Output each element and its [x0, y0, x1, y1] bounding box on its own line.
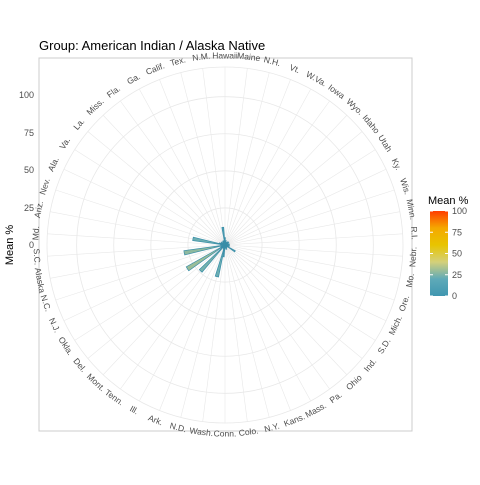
- y-tick-label: 0: [29, 240, 34, 250]
- y-tick-label: 50: [24, 165, 34, 175]
- y-tick-label: 100: [19, 90, 34, 100]
- category-label: Colo.: [238, 426, 259, 438]
- category-label: Nebr.: [407, 246, 418, 267]
- category-label: R.I.: [409, 226, 420, 240]
- y-tick-label: 25: [24, 203, 34, 213]
- legend-tick-label: 0: [452, 291, 457, 301]
- y-axis-title: Mean %: [4, 225, 16, 266]
- category-label: Conn.: [214, 428, 237, 438]
- category-label: Wash.: [189, 425, 214, 438]
- category-label: Mo.: [404, 272, 416, 288]
- category-label: Hawaii: [212, 50, 238, 60]
- legend-tick-label: 75: [452, 227, 462, 237]
- legend-tick-label: 100: [452, 206, 467, 216]
- y-tick-label: 75: [24, 128, 34, 138]
- legend-tick-label: 25: [452, 270, 462, 280]
- category-label: S.C.: [32, 248, 43, 265]
- legend-tick-label: 50: [452, 249, 462, 259]
- category-label: Md.: [30, 226, 41, 241]
